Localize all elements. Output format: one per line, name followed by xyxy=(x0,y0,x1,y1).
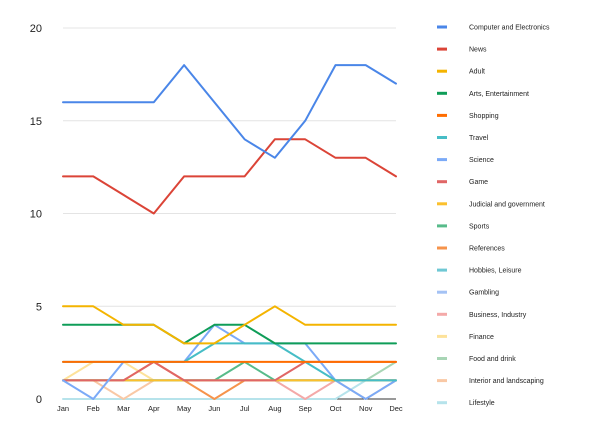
legend-label: Hobbies, Leisure xyxy=(469,268,522,275)
series-line-lifestyle xyxy=(62,379,397,400)
x-tick-label: Jul xyxy=(240,404,250,413)
y-tick-label: 10 xyxy=(30,209,42,221)
x-tick-label: Jan xyxy=(57,404,69,413)
x-tick-label: Nov xyxy=(359,404,373,413)
series-lines xyxy=(62,64,397,400)
x-tick-label: Mar xyxy=(117,404,130,413)
legend-label: Science xyxy=(469,157,494,164)
legend: Computer and Electronics News Adult Arts, E… xyxy=(437,25,550,407)
legend-label: Travel xyxy=(469,135,489,142)
series-line-arts-entertainment xyxy=(62,323,397,345)
x-tick-label: Dec xyxy=(389,404,403,413)
series-line-sports xyxy=(62,360,397,382)
x-tick-label: Sep xyxy=(299,404,312,413)
x-tick-label: Aug xyxy=(268,404,281,413)
axes: 0 5 10 15 20 Jan Feb Mar Apr May Jun Jul Aug Sep Oct No… xyxy=(30,23,403,413)
legend-label: News xyxy=(469,47,487,54)
series-line-computer-and-electronics xyxy=(62,64,397,159)
x-tick-label: Jun xyxy=(208,404,220,413)
legend-label: Business, Industry xyxy=(469,312,527,319)
x-tick-label: Apr xyxy=(148,404,160,413)
legend-label: Lifestyle xyxy=(469,400,495,407)
legend-label: Food and drink xyxy=(469,356,516,363)
legend-label: Sports xyxy=(469,223,490,230)
legend-label: Game xyxy=(469,179,488,186)
legend-label: Finance xyxy=(469,334,494,341)
legend-label: Gambling xyxy=(469,290,499,297)
y-tick-label: 20 xyxy=(30,23,42,35)
y-tick-label: 15 xyxy=(30,116,42,128)
x-tick-label: May xyxy=(177,404,191,413)
y-tick-label: 5 xyxy=(36,301,42,313)
y-tick-label: 0 xyxy=(36,394,42,406)
gridlines xyxy=(63,27,396,400)
legend-label: Arts, Entertainment xyxy=(469,91,529,98)
series-line-news xyxy=(62,138,397,215)
x-tick-label: Feb xyxy=(87,404,100,413)
legend-label: Computer and Electronics xyxy=(469,25,550,32)
series-line-adult xyxy=(62,305,397,345)
legend-label: Adult xyxy=(469,69,485,76)
legend-label: Interior and landscaping xyxy=(469,378,544,385)
legend-label: Shopping xyxy=(469,113,499,120)
legend-label: Judicial and government xyxy=(469,201,545,208)
x-tick-label: Oct xyxy=(330,404,343,413)
legend-label: References xyxy=(469,246,505,253)
